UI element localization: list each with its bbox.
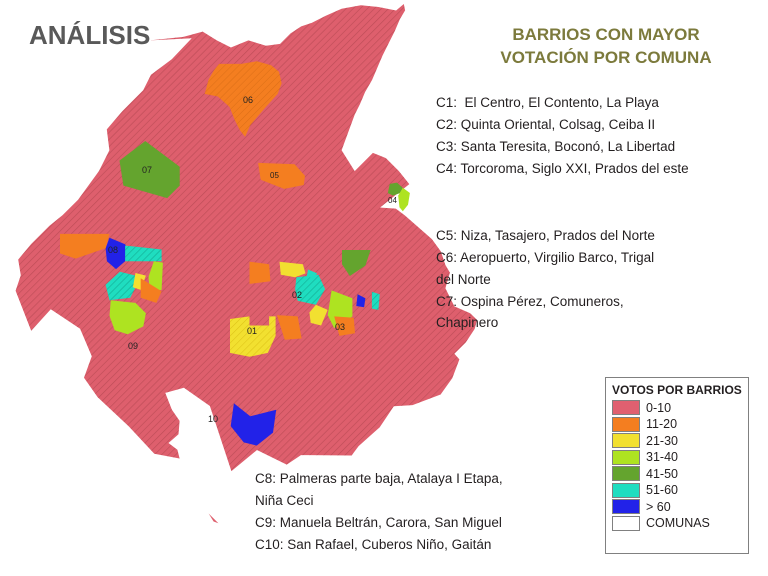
svg-text:01: 01	[247, 326, 257, 336]
svg-text:02: 02	[292, 290, 302, 300]
svg-text:05: 05	[270, 171, 279, 180]
svg-text:07: 07	[142, 165, 152, 175]
svg-text:06: 06	[243, 95, 253, 105]
svg-text:09: 09	[128, 341, 138, 351]
svg-text:10: 10	[208, 414, 218, 424]
svg-text:03: 03	[335, 322, 345, 332]
svg-text:04: 04	[388, 196, 397, 205]
svg-text:08: 08	[108, 245, 118, 255]
